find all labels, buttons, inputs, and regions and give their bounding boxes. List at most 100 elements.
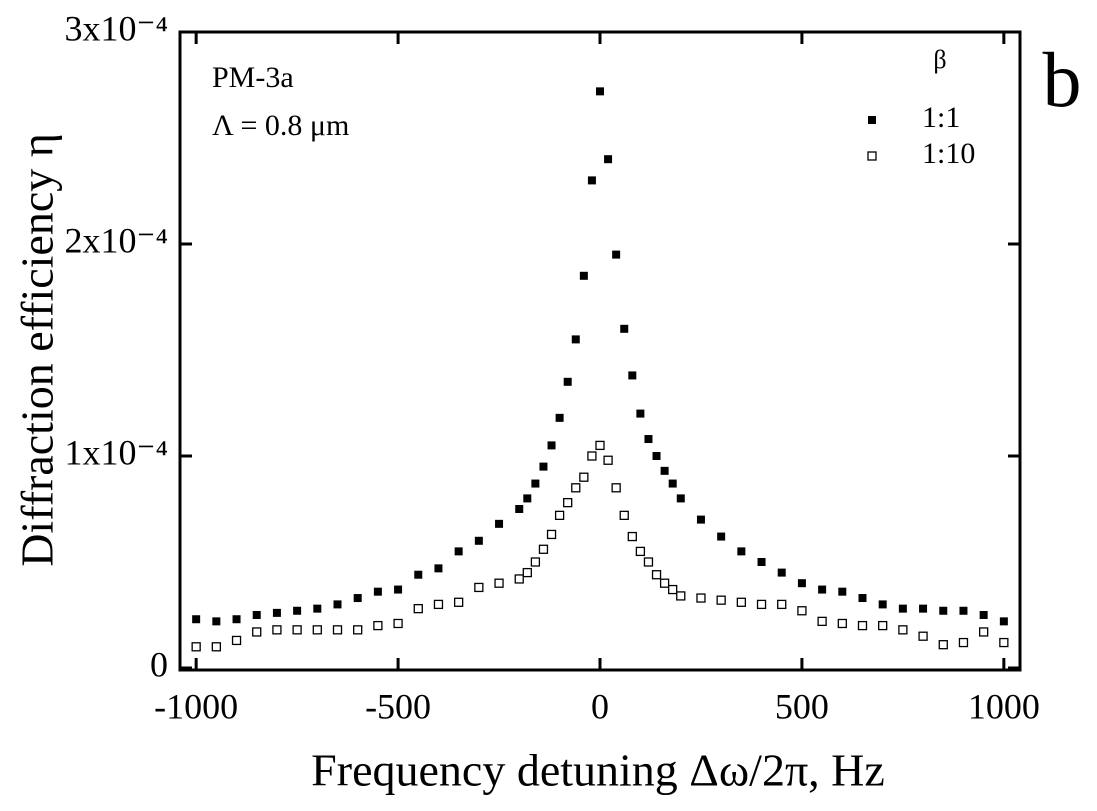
data-point bbox=[538, 544, 549, 554]
data-point bbox=[797, 579, 806, 588]
y-tick-label: 2x10⁻⁴ bbox=[64, 220, 168, 260]
legend-label: 1:10 bbox=[922, 137, 975, 170]
data-point bbox=[979, 627, 989, 637]
data-point bbox=[612, 250, 621, 259]
data-point bbox=[563, 497, 573, 508]
data-point bbox=[696, 593, 706, 603]
data-point bbox=[232, 615, 241, 624]
data-point bbox=[523, 494, 532, 503]
data-point bbox=[539, 462, 548, 471]
data-point bbox=[595, 440, 605, 451]
data-point bbox=[332, 625, 343, 635]
data-point bbox=[231, 635, 242, 646]
data-point bbox=[777, 568, 786, 577]
data-point bbox=[394, 585, 403, 594]
legend-title: β bbox=[933, 45, 946, 74]
data-point bbox=[433, 599, 444, 610]
data-point bbox=[454, 547, 463, 556]
data-point bbox=[373, 620, 383, 631]
data-point bbox=[628, 371, 637, 380]
data-point bbox=[858, 594, 867, 603]
data-point bbox=[737, 547, 746, 556]
data-point bbox=[373, 587, 382, 596]
data-point bbox=[918, 631, 928, 641]
data-point bbox=[596, 87, 604, 96]
data-point bbox=[554, 510, 565, 521]
data-point bbox=[717, 532, 726, 541]
legend-marker bbox=[868, 116, 876, 124]
y-tick-label: 3x10⁻⁴ bbox=[64, 8, 168, 48]
data-point bbox=[530, 557, 541, 567]
x-axis-title: Frequency detuning Δω/2π, Hz bbox=[311, 745, 885, 796]
legend-label: 1:1 bbox=[922, 101, 960, 134]
data-point bbox=[192, 615, 201, 624]
data-point bbox=[651, 570, 662, 580]
data-point bbox=[546, 529, 557, 540]
data-point bbox=[252, 627, 262, 637]
data-point bbox=[312, 625, 322, 635]
data-point bbox=[515, 505, 524, 513]
data-point bbox=[272, 625, 282, 635]
data-point bbox=[514, 574, 524, 584]
data-point bbox=[668, 479, 677, 488]
panel-label: b bbox=[1043, 36, 1082, 123]
data-point bbox=[434, 564, 443, 573]
data-point bbox=[531, 479, 540, 488]
data-point bbox=[652, 452, 661, 460]
data-point bbox=[413, 603, 423, 614]
data-point bbox=[474, 536, 483, 545]
data-point bbox=[547, 441, 556, 450]
data-point bbox=[414, 570, 423, 579]
y-axis-title: Diffraction efficiency η bbox=[12, 133, 63, 567]
data-point bbox=[958, 637, 969, 648]
data-point bbox=[603, 455, 613, 465]
data-point bbox=[939, 606, 948, 615]
data-point bbox=[333, 600, 342, 609]
data-point bbox=[292, 625, 302, 635]
annotation: Λ = 0.8 μm bbox=[212, 109, 349, 142]
annotation: PM-3a bbox=[212, 61, 294, 94]
data-point bbox=[817, 616, 827, 627]
y-tick-label: 0 bbox=[150, 644, 168, 684]
data-point bbox=[676, 591, 686, 601]
data-point bbox=[211, 642, 221, 652]
data-point bbox=[838, 587, 847, 596]
data-point bbox=[898, 604, 907, 613]
data-point bbox=[579, 472, 589, 482]
data-point bbox=[619, 510, 629, 521]
data-point bbox=[252, 611, 261, 619]
data-point bbox=[878, 620, 888, 631]
data-point bbox=[494, 578, 504, 588]
data-point bbox=[353, 625, 363, 635]
data-point bbox=[959, 606, 968, 615]
data-point bbox=[571, 483, 581, 493]
data-point bbox=[587, 176, 596, 185]
data-point bbox=[857, 620, 868, 631]
data-point bbox=[999, 617, 1008, 626]
data-point bbox=[716, 595, 726, 605]
data-point bbox=[660, 466, 669, 475]
data-point bbox=[474, 582, 484, 593]
data-point bbox=[878, 600, 887, 609]
data-point bbox=[979, 611, 988, 619]
data-point bbox=[272, 608, 281, 617]
data-point bbox=[898, 625, 908, 635]
x-tick-label: 500 bbox=[775, 686, 829, 726]
data-point bbox=[919, 604, 928, 613]
data-point bbox=[696, 515, 705, 524]
data-point bbox=[643, 557, 654, 567]
data-point bbox=[212, 617, 221, 626]
data-point bbox=[191, 642, 201, 652]
data-point bbox=[644, 435, 653, 444]
data-point bbox=[563, 377, 572, 386]
data-point bbox=[620, 324, 629, 333]
data-point bbox=[579, 271, 588, 280]
data-point bbox=[736, 597, 746, 607]
data-point bbox=[353, 594, 362, 603]
data-point bbox=[797, 606, 807, 616]
data-point bbox=[818, 585, 827, 594]
data-point bbox=[676, 494, 685, 503]
data-point bbox=[837, 618, 847, 629]
